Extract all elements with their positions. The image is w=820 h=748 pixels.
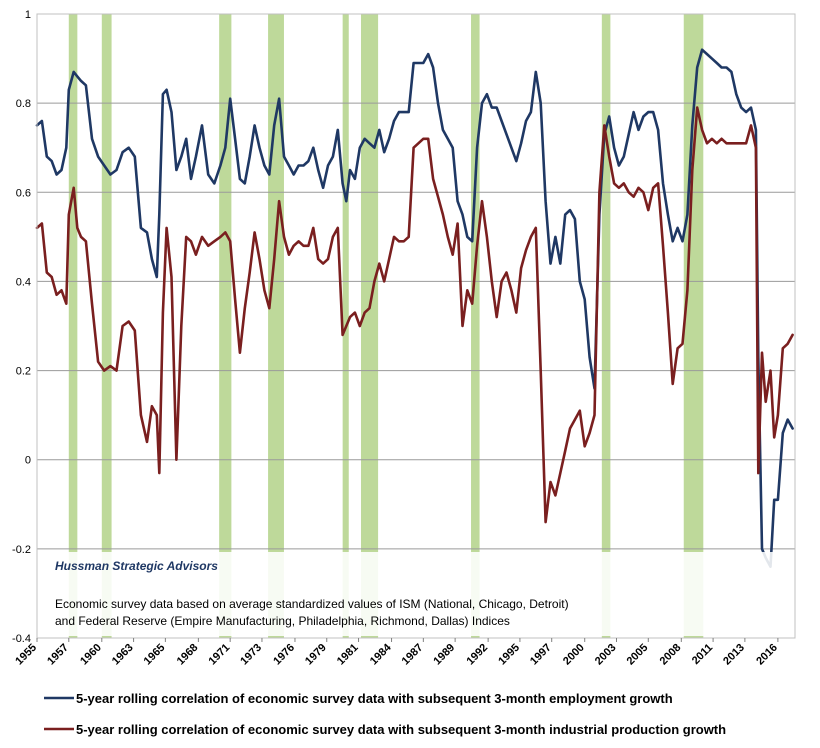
description-line-1: Economic survey data based on average st… <box>55 597 569 611</box>
x-tick-label-19: 2005 <box>625 642 651 668</box>
x-tick-label-1: 1957 <box>45 642 71 668</box>
x-tick-label-23: 2016 <box>754 642 780 668</box>
legend-item-employment: 5-year rolling correlation of economic s… <box>44 691 673 706</box>
x-tick-label-6: 1971 <box>206 642 232 668</box>
y-tick-label-2: 0 <box>25 455 31 467</box>
x-tick-label-7: 1973 <box>238 642 264 668</box>
x-tick-label-12: 1987 <box>400 642 426 668</box>
recession-band-0 <box>68 14 78 638</box>
y-tick-label-5: 0.6 <box>16 187 31 199</box>
x-tick-label-14: 1992 <box>464 642 490 668</box>
x-tick-label-0: 1955 <box>13 642 39 668</box>
x-tick-label-10: 1981 <box>335 642 361 668</box>
y-tick-label-4: 0.4 <box>16 276 31 288</box>
recession-shading <box>68 14 704 638</box>
x-tick-label-8: 1976 <box>271 642 297 668</box>
y-tick-label-3: 0.2 <box>16 366 31 378</box>
recession-band-6 <box>471 14 480 638</box>
source-label: Hussman Strategic Advisors <box>55 559 218 573</box>
x-tick-label-22: 2013 <box>721 642 747 668</box>
series-lines <box>35 48 794 569</box>
recession-band-7 <box>601 14 611 638</box>
x-tick-label-18: 2003 <box>593 642 619 668</box>
gridlines <box>37 13 795 639</box>
recession-band-3 <box>268 14 284 638</box>
annotation-box: Hussman Strategic Advisors Economic surv… <box>44 552 784 636</box>
recession-band-2 <box>219 14 232 638</box>
x-axis: 1955 1957 1960 1963 1965 1968 1971 1973 1976 1979… <box>13 638 780 667</box>
series-line-industrial-production <box>35 106 794 524</box>
legend-item-industrial: 5-year rolling correlation of economic s… <box>44 722 726 737</box>
recession-band-5 <box>360 14 379 638</box>
x-tick-label-21: 2011 <box>690 642 715 667</box>
legend-label-industrial: 5-year rolling correlation of economic s… <box>76 722 726 737</box>
x-tick-label-13: 1989 <box>431 642 457 668</box>
legend-label-employment: 5-year rolling correlation of economic s… <box>76 691 673 706</box>
y-tick-label-0: -0.4 <box>12 633 31 645</box>
plot-area-border <box>36 13 796 639</box>
x-tick-label-4: 1965 <box>142 642 168 668</box>
legend: 5-year rolling correlation of economic s… <box>44 691 726 737</box>
y-axis: -0.4 -0.2 0 0.2 0.4 0.6 0.8 1 <box>12 9 31 645</box>
y-tick-label-1: -0.2 <box>12 544 31 556</box>
x-tick-label-9: 1979 <box>303 642 329 668</box>
x-tick-label-15: 1995 <box>496 642 522 668</box>
series-line-employment <box>35 48 794 569</box>
y-tick-label-7: 1 <box>25 9 31 21</box>
x-tick-label-16: 1997 <box>528 642 554 668</box>
x-tick-label-17: 2000 <box>561 642 587 668</box>
x-tick-label-20: 2008 <box>658 642 684 668</box>
x-tick-label-2: 1960 <box>78 642 104 668</box>
description-line-2: and Federal Reserve (Empire Manufacturin… <box>55 614 510 628</box>
y-tick-label-6: 0.8 <box>16 98 31 110</box>
x-tick-label-3: 1963 <box>110 642 136 668</box>
x-tick-label-11: 1984 <box>368 641 394 667</box>
x-tick-label-5: 1968 <box>175 642 201 668</box>
recession-band-1 <box>101 14 112 638</box>
